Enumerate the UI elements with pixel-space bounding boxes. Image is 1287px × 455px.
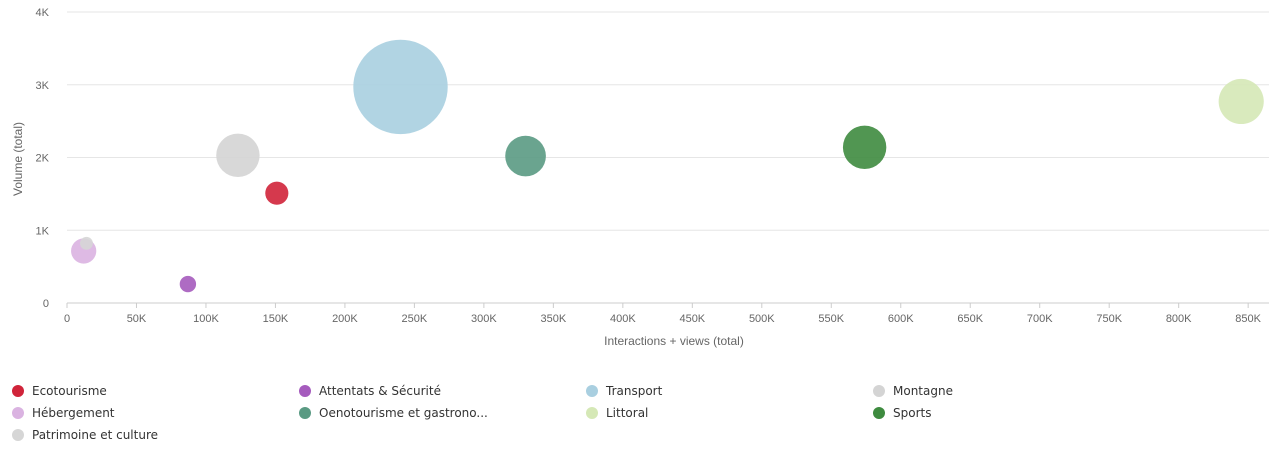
x-tick-label: 150K	[263, 313, 289, 325]
x-tick-label: 250K	[402, 313, 428, 325]
legend-item-patrimoine-et-culture[interactable]: Patrimoine et culture	[12, 426, 299, 444]
grid-lines	[67, 11, 1269, 304]
bubble-ecotourisme[interactable]	[265, 181, 289, 205]
x-tick-label: 200K	[332, 313, 358, 325]
x-tick-label: 600K	[888, 313, 914, 325]
x-tick-label: 450K	[679, 313, 705, 325]
y-tick-label: 2K	[36, 153, 50, 165]
x-tick-label: 350K	[541, 313, 567, 325]
legend-swatch	[12, 385, 24, 397]
legend-item-littoral[interactable]: Littoral	[586, 404, 873, 422]
legend-swatch	[12, 429, 24, 441]
legend-swatch	[586, 407, 598, 419]
legend-swatch	[873, 407, 885, 419]
legend-label: Oenotourisme et gastrono...	[319, 406, 488, 420]
x-axis-ticks: 0 50K 100K 150K 200K 250K 300K 350K 400K 450K 500K…	[64, 303, 1262, 325]
x-axis-title: Interactions + views (total)	[604, 334, 744, 348]
y-axis-title: Volume (total)	[11, 122, 25, 196]
x-tick-label: 550K	[818, 313, 844, 325]
legend-swatch	[873, 385, 885, 397]
x-tick-label: 750K	[1096, 313, 1122, 325]
legend-item-h-bergement[interactable]: Hébergement	[12, 404, 299, 422]
legend-item-montagne[interactable]: Montagne	[873, 382, 1160, 400]
legend-label: Littoral	[606, 406, 649, 420]
y-tick-label: 4K	[36, 7, 50, 19]
bubble-patrimoine-et-culture[interactable]	[80, 236, 93, 250]
bubbles	[71, 39, 1264, 293]
legend-swatch	[299, 385, 311, 397]
legend-label: Attentats & Sécurité	[319, 384, 441, 398]
legend-item-ecotourisme[interactable]: Ecotourisme	[12, 382, 299, 400]
x-tick-label: 100K	[193, 313, 219, 325]
legend-swatch	[12, 407, 24, 419]
x-tick-label: 850K	[1235, 313, 1261, 325]
bubble-attentats-s-curit[interactable]	[179, 275, 197, 293]
legend-label: Montagne	[893, 384, 953, 398]
chart-legend: Ecotourisme Attentats & Sécurité Transport…	[12, 382, 1152, 444]
legend-item-attentats-s-curit[interactable]: Attentats & Sécurité	[299, 382, 586, 400]
legend-item-transport[interactable]: Transport	[586, 382, 873, 400]
bubble-transport[interactable]	[353, 39, 448, 135]
y-tick-label: 3K	[36, 80, 50, 92]
x-tick-label: 800K	[1166, 313, 1192, 325]
bubble-oenotourisme-et-gastrono[interactable]	[505, 135, 546, 177]
x-tick-label: 650K	[957, 313, 983, 325]
y-axis-ticks: 0 1K 2K 3K 4K	[36, 7, 50, 310]
bubble-sports[interactable]	[842, 125, 887, 170]
legend-item-oenotourisme-et-gastrono[interactable]: Oenotourisme et gastrono...	[299, 404, 586, 422]
legend-label: Ecotourisme	[32, 384, 107, 398]
bubble-montagne[interactable]	[216, 133, 260, 178]
x-tick-label: 50K	[127, 313, 147, 325]
legend-label: Transport	[606, 384, 663, 398]
x-tick-label: 400K	[610, 313, 636, 325]
bubble-littoral[interactable]	[1218, 78, 1264, 125]
y-tick-label: 1K	[36, 225, 50, 237]
legend-item-sports[interactable]: Sports	[873, 404, 1160, 422]
x-tick-label: 300K	[471, 313, 497, 325]
x-tick-label: 500K	[749, 313, 775, 325]
x-tick-label: 700K	[1027, 313, 1053, 325]
y-tick-label: 0	[43, 298, 49, 310]
legend-label: Patrimoine et culture	[32, 428, 158, 442]
legend-swatch	[586, 385, 598, 397]
x-tick-label: 0	[64, 313, 70, 325]
bubble-chart: 0 50K 100K 150K 200K 250K 300K 350K 400K 450K 500K…	[11, 7, 1269, 348]
legend-swatch	[299, 407, 311, 419]
legend-label: Hébergement	[32, 406, 115, 420]
legend-label: Sports	[893, 406, 932, 420]
